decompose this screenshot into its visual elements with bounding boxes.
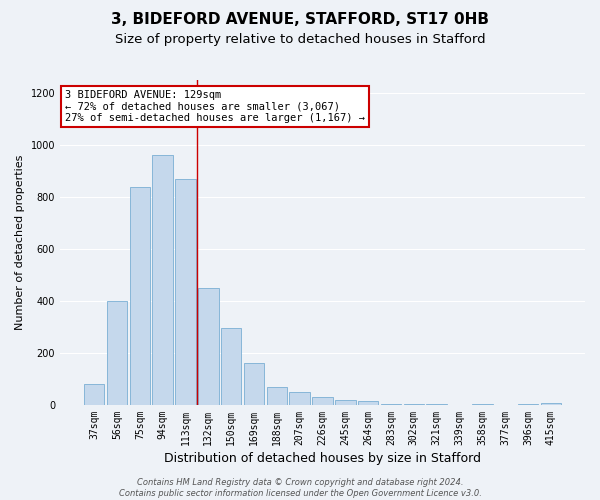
X-axis label: Distribution of detached houses by size in Stafford: Distribution of detached houses by size …	[164, 452, 481, 465]
Text: Contains HM Land Registry data © Crown copyright and database right 2024.
Contai: Contains HM Land Registry data © Crown c…	[119, 478, 481, 498]
Bar	[381, 404, 401, 405]
Bar	[518, 404, 538, 405]
Y-axis label: Number of detached properties: Number of detached properties	[15, 155, 25, 330]
Text: 3 BIDEFORD AVENUE: 129sqm
← 72% of detached houses are smaller (3,067)
27% of se: 3 BIDEFORD AVENUE: 129sqm ← 72% of detac…	[65, 90, 365, 123]
Bar	[472, 404, 493, 405]
Bar	[152, 156, 173, 405]
Bar	[335, 400, 356, 405]
Bar	[312, 397, 333, 405]
Bar	[266, 386, 287, 405]
Bar	[84, 384, 104, 405]
Text: 3, BIDEFORD AVENUE, STAFFORD, ST17 0HB: 3, BIDEFORD AVENUE, STAFFORD, ST17 0HB	[111, 12, 489, 28]
Bar	[427, 404, 447, 405]
Bar	[404, 404, 424, 405]
Bar	[358, 401, 379, 405]
Bar	[289, 392, 310, 405]
Bar	[244, 364, 264, 405]
Bar	[198, 288, 218, 405]
Bar	[541, 403, 561, 405]
Bar	[221, 328, 241, 405]
Bar	[107, 301, 127, 405]
Bar	[175, 179, 196, 405]
Text: Size of property relative to detached houses in Stafford: Size of property relative to detached ho…	[115, 32, 485, 46]
Bar	[130, 186, 150, 405]
